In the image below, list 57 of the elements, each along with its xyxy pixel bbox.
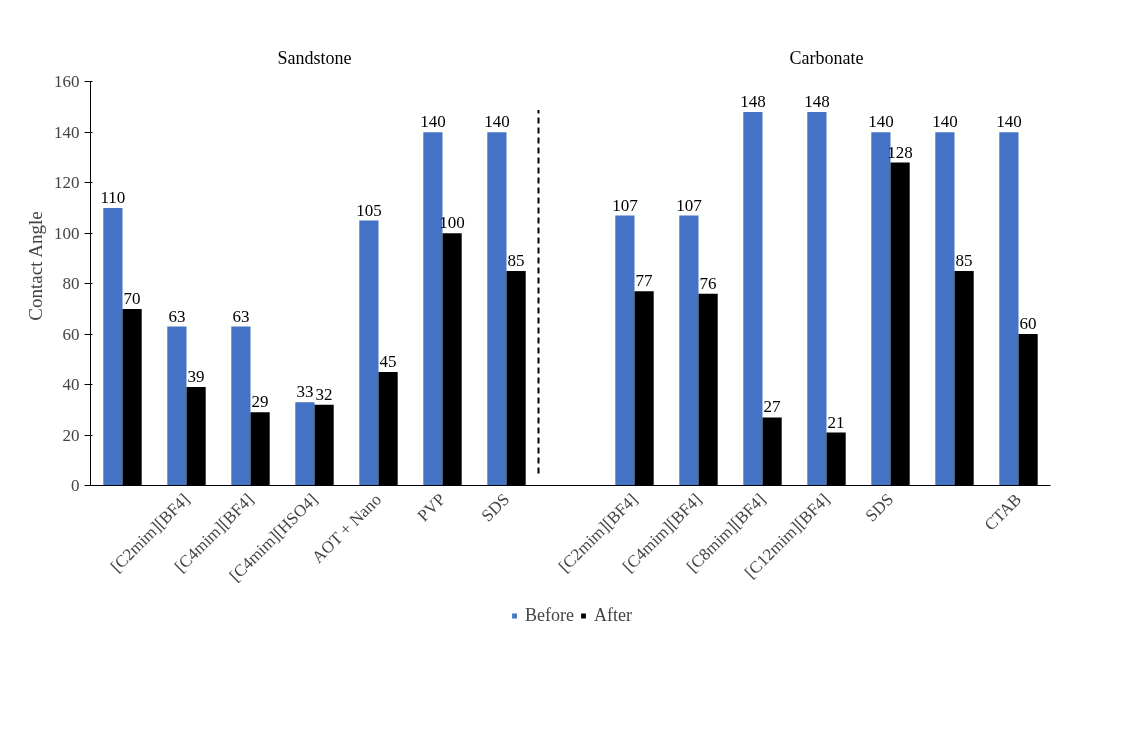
data-label: 39 [187, 367, 205, 387]
data-label: 85 [955, 251, 973, 271]
data-label: 33 [296, 382, 314, 402]
y-tick-label: 0 [71, 476, 80, 495]
bar [743, 112, 763, 486]
text: Sandstone [277, 47, 352, 68]
y-tick-label: 100 [54, 223, 80, 243]
text: Carbonate [789, 47, 864, 68]
data-label: 140 [868, 112, 894, 132]
legend-label: After [594, 604, 632, 626]
y-tick-label: 60 [62, 324, 80, 344]
bar [999, 132, 1019, 486]
y-tick-label: 20 [62, 425, 80, 445]
data-label: 77 [635, 271, 654, 291]
data-label: 29 [251, 392, 269, 412]
bar [231, 326, 251, 486]
data-label: 107 [612, 195, 639, 215]
data-label: 148 [804, 92, 830, 112]
data-label: 140 [484, 112, 510, 132]
bar [295, 402, 315, 486]
data-label: 85 [507, 251, 525, 271]
bar [871, 132, 891, 486]
data-label: 32 [315, 384, 333, 404]
bar [679, 215, 699, 486]
x-tick-label: SDS [477, 489, 514, 526]
data-label: 140 [996, 112, 1022, 132]
data-label: 60 [1019, 314, 1037, 334]
data-label: 148 [740, 92, 766, 112]
y-tick-label: 160 [54, 72, 80, 92]
data-label: 45 [379, 351, 397, 371]
y-tick-label: 40 [62, 375, 80, 395]
data-label: 70 [123, 288, 141, 308]
bar [615, 215, 635, 486]
data-label: 105 [356, 200, 382, 220]
data-label: 21 [827, 412, 845, 432]
x-tick-label: SDS [861, 489, 898, 526]
bar [807, 112, 827, 486]
data-label: 140 [420, 112, 446, 132]
data-label: 140 [932, 112, 958, 132]
bar [935, 132, 955, 486]
data-label: 107 [676, 195, 703, 215]
data-label: 110 [100, 187, 126, 207]
bar [359, 220, 379, 486]
data-label: 63 [168, 306, 186, 326]
bar [167, 326, 187, 486]
legend-label: Before [525, 604, 574, 626]
y-tick-label: 120 [54, 173, 80, 193]
y-axis-title: Contact Angle [25, 211, 46, 321]
data-label: 76 [699, 273, 717, 293]
bar [423, 132, 443, 486]
bar [103, 207, 123, 486]
y-tick-label: 80 [62, 274, 80, 294]
y-tick-label: 140 [54, 122, 80, 142]
x-tick-label: PVP [413, 489, 450, 526]
bar [487, 132, 507, 486]
data-label: 63 [232, 306, 250, 326]
data-label: 27 [763, 397, 782, 417]
